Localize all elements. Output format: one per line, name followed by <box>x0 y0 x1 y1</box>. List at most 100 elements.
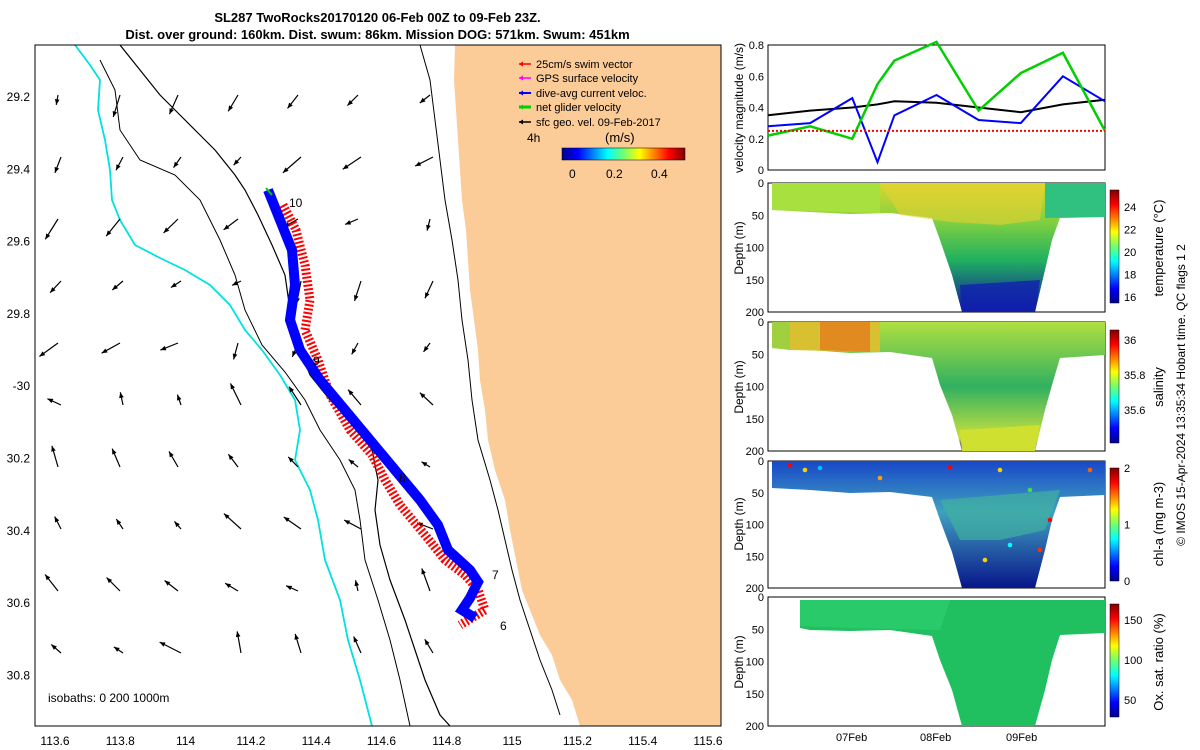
xtick-label: 08Feb <box>920 732 951 744</box>
vector-arrowhead <box>287 102 293 109</box>
vector-arrowhead <box>345 220 352 225</box>
lat-tick-label: 30.8 <box>7 668 31 682</box>
lon-tick-label: 115.6 <box>693 734 722 748</box>
vector-arrowhead <box>39 351 46 357</box>
chla-dot <box>1027 487 1033 493</box>
velocity-series-line <box>767 98 1106 117</box>
lat-tick-label: 29.8 <box>7 307 31 321</box>
vector-arrowhead <box>101 348 108 354</box>
lon-tick-label: 115 <box>503 734 522 748</box>
cbar-tick-label: 1 <box>1124 520 1130 532</box>
vector-arrowhead <box>45 574 51 581</box>
vector-arrowhead <box>426 224 431 231</box>
map-lon-ticks: 113.6 113.8 114 114.2 114.4 114.6 114.8 115 115.… <box>40 734 722 748</box>
temperature-panel: 0 50 100 150 200 24 22 20 18 16 Depth (m) tempera… <box>732 178 1166 319</box>
ytick-label: 200 <box>746 446 764 458</box>
ytick-label: 0 <box>758 317 764 329</box>
ytick-label: 150 <box>746 275 764 287</box>
legend-item: 25cm/s swim vector <box>519 59 633 71</box>
ytick-label: 100 <box>746 520 764 532</box>
salinity-ylabel: Depth (m) <box>732 360 746 413</box>
vector-arrowhead <box>51 644 57 650</box>
legend-item: GPS surface velocity <box>519 73 639 85</box>
lon-tick-label: 113.8 <box>106 734 135 748</box>
vector-arrowhead <box>419 97 426 104</box>
day-label: 6 <box>500 619 507 633</box>
vector-arrowhead <box>344 520 351 525</box>
ytick-label: 0 <box>758 456 764 468</box>
current-vector-field <box>39 94 434 654</box>
svg-text:4h: 4h <box>527 131 540 145</box>
cbar-tick-label: 22 <box>1124 225 1136 237</box>
isobaths-label: isobaths: 0 200 1000m <box>48 691 169 705</box>
lon-tick-label: 114.2 <box>236 734 265 748</box>
vector-arrowhead <box>228 105 234 112</box>
ytick-label: 150 <box>746 414 764 426</box>
vector-arrowhead <box>112 111 118 117</box>
svg-text:GPS surface velocity: GPS surface velocity <box>536 73 639 85</box>
cbar-tick-label: 2 <box>1124 463 1130 475</box>
vector-arrowhead <box>423 346 429 352</box>
vector-arrowhead <box>235 631 241 638</box>
vector-arrowhead <box>160 345 167 351</box>
ytick-label: 0.8 <box>749 40 764 52</box>
chla-dot <box>1037 547 1043 553</box>
ytick-label: 50 <box>752 624 764 636</box>
lat-tick-label: 29.4 <box>7 162 31 176</box>
lat-tick-label: 30.4 <box>7 524 31 538</box>
oxygen-xticks: 07Feb 08Feb 09Feb <box>836 732 1037 744</box>
chla-dot <box>817 465 823 471</box>
lat-tick-label: 30.2 <box>7 452 31 466</box>
ytick-label: 150 <box>746 689 764 701</box>
vector-arrowhead <box>54 516 60 523</box>
vector-arrowhead <box>348 389 354 396</box>
svg-text:0.2: 0.2 <box>606 167 623 181</box>
chla-dot <box>1087 467 1093 473</box>
vector-arrowhead <box>112 448 117 455</box>
coastline-cyan <box>74 45 373 726</box>
vector-arrowhead <box>354 580 360 587</box>
velocity-series-line <box>767 75 1106 166</box>
ytick-label: 0 <box>758 592 764 604</box>
vector-arrowhead <box>283 516 290 523</box>
vector-arrowhead <box>119 392 124 399</box>
vector-arrowhead <box>225 583 232 589</box>
lon-tick-label: 115.2 <box>563 734 592 748</box>
vector-arrowhead <box>294 633 300 640</box>
chla-cbar-label: chl-a (mg m-3) <box>1151 482 1166 567</box>
temperature-yticks: 0 50 100 150 200 24 22 20 18 16 <box>746 178 1137 319</box>
salinity-cbar-label: salinity <box>1151 367 1166 407</box>
vector-arrowhead <box>47 398 54 404</box>
vector-arrowhead <box>421 461 428 467</box>
swim-vector-track <box>279 202 491 629</box>
vector-arrowhead <box>230 383 236 390</box>
day-label: 9 <box>313 354 320 368</box>
day-label: 10 <box>289 196 303 210</box>
cbar-tick-label: 36 <box>1124 335 1136 347</box>
cbar-tick-label: 35.6 <box>1124 405 1145 417</box>
ytick-label: 0 <box>758 165 764 177</box>
lat-tick-label: -30 <box>13 379 31 393</box>
ytick-label: 0.2 <box>749 134 764 146</box>
vector-arrowhead <box>421 568 426 575</box>
salinity-yticks: 0 50 100 150 200 36 35.8 35.6 <box>746 317 1146 458</box>
vector-arrowhead <box>177 394 182 401</box>
chla-dot <box>997 467 1003 473</box>
map-lat-ticks: 29.2 29.4 29.6 29.8 -30 30.2 30.4 30.6 30.8 <box>7 90 31 682</box>
vector-arrowhead <box>169 108 174 115</box>
vector-arrowhead <box>159 642 166 647</box>
velocity-ylabel: velocity magnitude (m/s) <box>732 43 746 173</box>
chla-ylabel: Depth (m) <box>732 497 746 550</box>
svg-text:sfc geo. vel. 09-Feb-2017: sfc geo. vel. 09-Feb-2017 <box>536 117 661 129</box>
lat-tick-label: 29.2 <box>7 90 31 104</box>
vector-arrowhead <box>288 456 294 463</box>
lat-tick-label: 29.6 <box>7 235 31 249</box>
xtick-label: 09Feb <box>1006 732 1037 744</box>
ytick-label: 150 <box>746 551 764 563</box>
ytick-label: 100 <box>746 657 764 669</box>
vector-arrowhead <box>106 577 113 584</box>
vector-arrowhead <box>54 98 60 105</box>
speed-colorbar: 4h (m/s) 0 0.2 0.4 <box>527 130 686 181</box>
salinity-panel: 0 50 100 150 200 36 35.8 35.6 Depth (m) salinit… <box>732 317 1166 458</box>
vector-arrowhead <box>232 280 239 286</box>
